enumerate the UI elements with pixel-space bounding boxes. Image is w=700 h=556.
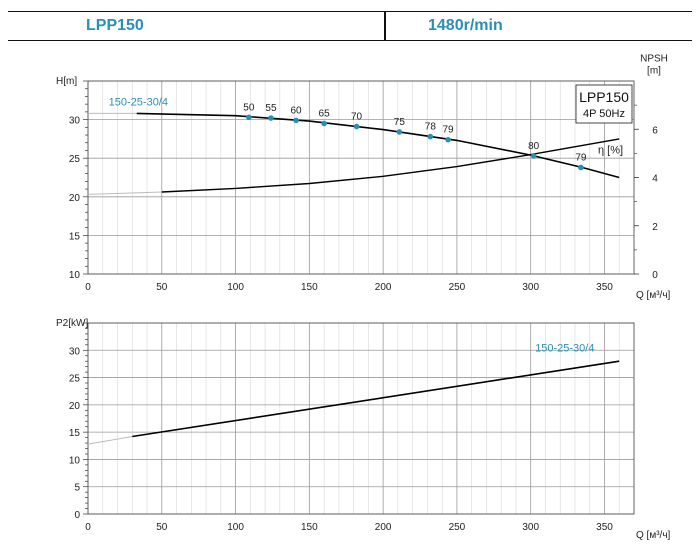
- header-divider: [384, 12, 386, 40]
- power-ytick-label: 0: [74, 510, 80, 521]
- power-ytick-label: 5: [74, 483, 80, 494]
- head-frame: [87, 80, 635, 275]
- npsh-axis-label: NPSH: [640, 53, 668, 64]
- npsh-tick-label: 6: [652, 125, 658, 136]
- power-xtick-label: 0: [85, 522, 91, 533]
- efficiency-point: [353, 123, 360, 130]
- power-ylabel: P2[kW]: [56, 318, 88, 329]
- head-ylabel: H[m]: [56, 76, 77, 87]
- efficiency-point-label: 65: [319, 108, 331, 119]
- head-xlabel: Q [м³/ч]: [636, 290, 671, 301]
- efficiency-point: [427, 133, 434, 140]
- power-ytick-label: 10: [69, 455, 81, 466]
- efficiency-point-label: 78: [425, 122, 437, 133]
- efficiency-point: [578, 164, 584, 171]
- efficiency-point-label: 70: [351, 112, 363, 123]
- head-xtick-label: 200: [375, 282, 392, 293]
- npsh-curve-lead: [87, 191, 162, 195]
- power-curve-lead: [87, 436, 133, 445]
- head-xtick-label: 250: [449, 282, 466, 293]
- header-bar: LPP150 1480r/min: [8, 11, 692, 41]
- legend-box: [575, 84, 633, 124]
- head-series-label: 150-25-30/4: [109, 97, 168, 109]
- head-ytick-label: 30: [69, 116, 81, 127]
- efficiency-point: [445, 136, 451, 143]
- power-xlabel: Q [м³/ч]: [636, 530, 671, 541]
- power-xtick-label: 50: [156, 522, 168, 533]
- npsh-tick-label: 2: [652, 222, 658, 233]
- efficiency-point: [530, 153, 537, 159]
- head-ytick-label: 20: [69, 193, 81, 204]
- speed-title: 1480r/min: [428, 17, 503, 34]
- head-xtick-label: 350: [596, 282, 613, 293]
- power-series-label: 150-25-30/4: [535, 342, 594, 354]
- power-xtick-label: 200: [375, 522, 392, 533]
- power-xtick-label: 150: [301, 522, 318, 533]
- head-curve-line: [136, 112, 620, 179]
- power-ytick-label: 15: [69, 428, 81, 439]
- head-xtick-label: 100: [227, 282, 244, 293]
- head-ytick-label: 15: [69, 231, 81, 242]
- power-xtick-label: 350: [596, 522, 613, 533]
- head-ytick-label: 25: [69, 154, 81, 165]
- efficiency-point-label: 60: [291, 105, 303, 116]
- efficiency-point-label: 79: [575, 152, 587, 163]
- efficiency-point-label: 75: [394, 117, 406, 128]
- head-xtick-label: 50: [156, 282, 168, 293]
- power-xtick-label: 300: [522, 522, 539, 533]
- npsh-tick-label: 0: [652, 270, 658, 281]
- efficiency-axis-label: η [%]: [598, 145, 623, 157]
- efficiency-point: [293, 117, 299, 124]
- efficiency-point: [268, 115, 274, 121]
- head-ytick-label: 10: [69, 270, 81, 281]
- legend-subtitle: 4P 50Hz: [583, 108, 625, 120]
- efficiency-point-label: 50: [243, 102, 255, 113]
- npsh-tick-label: 4: [652, 174, 658, 185]
- efficiency-point: [396, 129, 403, 135]
- efficiency-point-label: 79: [443, 125, 455, 136]
- efficiency-point: [321, 120, 327, 127]
- efficiency-point-label: 80: [528, 141, 540, 152]
- model-title: LPP150: [86, 17, 144, 34]
- power-frame: [87, 322, 635, 515]
- head-xtick-label: 150: [301, 282, 318, 293]
- power-xtick-label: 250: [449, 522, 466, 533]
- npsh-axis-unit: [m]: [647, 65, 661, 76]
- power-ytick-label: 30: [69, 346, 81, 357]
- power-curve-line: [132, 360, 620, 438]
- efficiency-point: [246, 114, 252, 121]
- power-xtick-label: 100: [227, 522, 244, 533]
- power-ytick-label: 20: [69, 401, 81, 412]
- efficiency-point-label: 55: [265, 103, 277, 114]
- power-ytick-label: 25: [69, 374, 81, 385]
- head-xtick-label: 300: [522, 282, 539, 293]
- head-xtick-label: 0: [85, 282, 91, 293]
- legend-title: LPP150: [579, 89, 629, 105]
- npsh-curve-line: [161, 138, 620, 193]
